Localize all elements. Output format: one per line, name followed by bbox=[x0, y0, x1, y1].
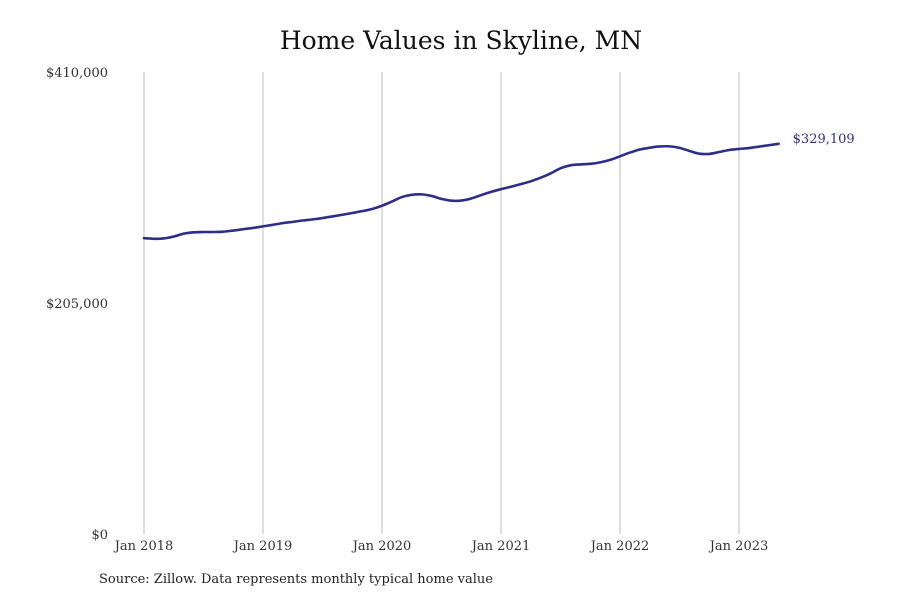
x-tick-label: Jan 2020 bbox=[351, 539, 412, 554]
x-tick-label: Jan 2019 bbox=[232, 539, 293, 554]
x-tick-label: Jan 2021 bbox=[470, 539, 531, 554]
y-tick-label: $205,000 bbox=[46, 297, 108, 312]
y-tick-label: $0 bbox=[91, 528, 108, 543]
series-line bbox=[142, 142, 780, 241]
end-value-label: $329,109 bbox=[793, 132, 855, 147]
x-tick-label: Jan 2022 bbox=[589, 539, 650, 554]
x-tick-label: Jan 2023 bbox=[708, 539, 769, 554]
x-tick-label: Jan 2018 bbox=[113, 539, 174, 554]
y-tick-label: $410,000 bbox=[46, 66, 108, 81]
chart-title: Home Values in Skyline, MN bbox=[279, 26, 643, 55]
source-note: Source: Zillow. Data represents monthly … bbox=[99, 572, 493, 587]
